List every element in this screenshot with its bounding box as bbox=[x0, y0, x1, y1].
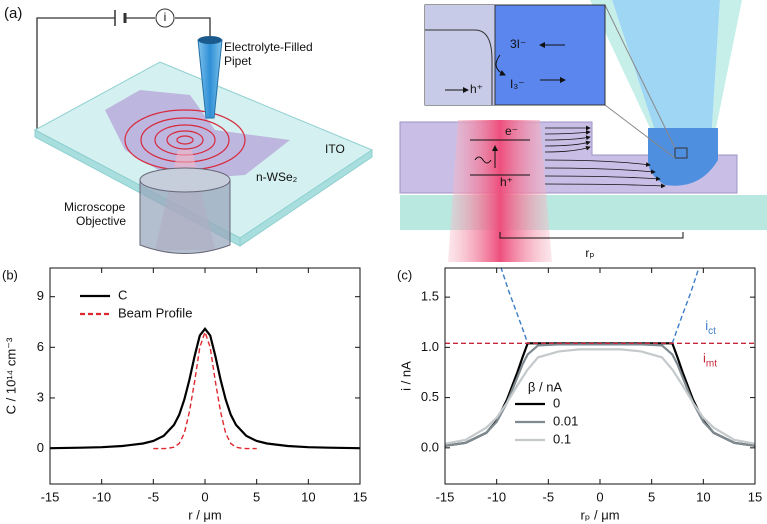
series-annotation: ict bbox=[705, 318, 716, 336]
x-tick-label: 5 bbox=[253, 489, 260, 504]
objective-label: Objective bbox=[76, 214, 126, 228]
zoom-line bbox=[604, 4, 676, 149]
pipet-label: Pipet bbox=[224, 54, 252, 68]
y-tick-label: 0 bbox=[37, 440, 44, 455]
x-tick-label: 5 bbox=[648, 489, 655, 504]
annotation-base: i bbox=[705, 318, 708, 333]
chart: (c) -15 -10 -5 0 5 10 15 0.0 0.5 1.0 1.5 rₚ / μm i / … bbox=[397, 267, 762, 522]
series-line bbox=[445, 348, 755, 445]
annotation-base: i bbox=[703, 351, 706, 366]
photon bbox=[474, 156, 492, 164]
panel-label: (a) bbox=[4, 5, 22, 22]
wse2-flake bbox=[105, 90, 290, 180]
x-axis-label: r / μm bbox=[188, 507, 221, 522]
legend-label: C bbox=[118, 287, 127, 302]
series-line bbox=[50, 327, 360, 450]
series-line bbox=[500, 268, 700, 344]
zoom-box bbox=[674, 147, 688, 159]
objective-label: Microscope bbox=[64, 200, 126, 214]
inset-semiconductor bbox=[425, 5, 495, 105]
x-tick-label: 10 bbox=[301, 489, 315, 504]
legend-title: β / nA bbox=[528, 379, 563, 394]
panel-a: (a) i Electrolyte-Filled Pipet ITO n-WSe… bbox=[4, 0, 767, 262]
series-annotation: imt bbox=[703, 351, 717, 369]
ammeter bbox=[155, 8, 175, 28]
legend-label: 0 bbox=[553, 395, 560, 410]
x-tick-label: 10 bbox=[696, 489, 710, 504]
y-axis-label: C / 10¹⁴ cm⁻³ bbox=[3, 337, 18, 414]
y-axis-label: i / nA bbox=[398, 361, 413, 391]
x-tick-label: -5 bbox=[543, 489, 555, 504]
radius-bar bbox=[499, 232, 684, 239]
droplet bbox=[648, 128, 718, 186]
y-tick-label: 0.0 bbox=[421, 439, 439, 454]
x-tick-label: 0 bbox=[596, 489, 603, 504]
annotation-sub: ct bbox=[708, 326, 716, 337]
x-tick-label: 15 bbox=[353, 489, 367, 504]
panel-label: (c) bbox=[397, 267, 412, 282]
arrow bbox=[495, 54, 506, 76]
circuit-wire bbox=[36, 17, 211, 130]
ito-label: ITO bbox=[325, 142, 345, 156]
pipet-section bbox=[612, 0, 720, 128]
ammeter-label: i bbox=[164, 10, 167, 24]
pipet-label: Electrolyte-Filled bbox=[224, 40, 313, 54]
radius-label: rₚ bbox=[585, 246, 594, 260]
series-line bbox=[153, 329, 257, 450]
legend-label: 0.01 bbox=[553, 413, 578, 428]
x-tick-label: -15 bbox=[436, 489, 455, 504]
inset-hole: h⁺ bbox=[470, 82, 483, 96]
x-tick-label: -5 bbox=[148, 489, 160, 504]
objective-top bbox=[139, 167, 231, 193]
y-tick-label: 3 bbox=[37, 389, 44, 404]
inset-iodide: 3I⁻ bbox=[510, 37, 526, 51]
y-tick-label: 9 bbox=[37, 288, 44, 303]
electron: e⁻ bbox=[505, 124, 518, 138]
diffusion-arrows bbox=[544, 125, 666, 189]
x-tick-label: -10 bbox=[92, 489, 111, 504]
chart: (b) -15 -10 -5 0 5 10 15 0 3 6 9 r / μm C / 10¹⁴ cm⁻³… bbox=[2, 267, 367, 522]
plot-frame bbox=[444, 267, 756, 485]
y-tick-label: 0.5 bbox=[421, 389, 439, 404]
plot-frame bbox=[49, 267, 361, 485]
pipet-top bbox=[198, 36, 222, 44]
x-tick-label: -15 bbox=[41, 489, 60, 504]
x-tick-label: -10 bbox=[487, 489, 506, 504]
y-tick-label: 1.0 bbox=[421, 339, 439, 354]
y-tick-label: 1.5 bbox=[421, 289, 439, 304]
beam-section bbox=[448, 120, 552, 262]
annotation-sub: mt bbox=[706, 358, 717, 369]
hole: h⁺ bbox=[500, 175, 513, 189]
inset-triiodide: I₃⁻ bbox=[510, 77, 525, 91]
x-tick-label: 0 bbox=[201, 489, 208, 504]
legend-label: 0.1 bbox=[553, 431, 571, 446]
legend-label: Beam Profile bbox=[118, 305, 192, 320]
flake-label: n-WSe₂ bbox=[256, 170, 298, 184]
band bbox=[425, 29, 493, 105]
y-tick-label: 6 bbox=[37, 339, 44, 354]
x-tick-label: 15 bbox=[748, 489, 762, 504]
x-axis-label: rₚ / μm bbox=[580, 507, 619, 522]
zoom-line bbox=[604, 104, 676, 159]
panel-label: (b) bbox=[2, 267, 18, 282]
